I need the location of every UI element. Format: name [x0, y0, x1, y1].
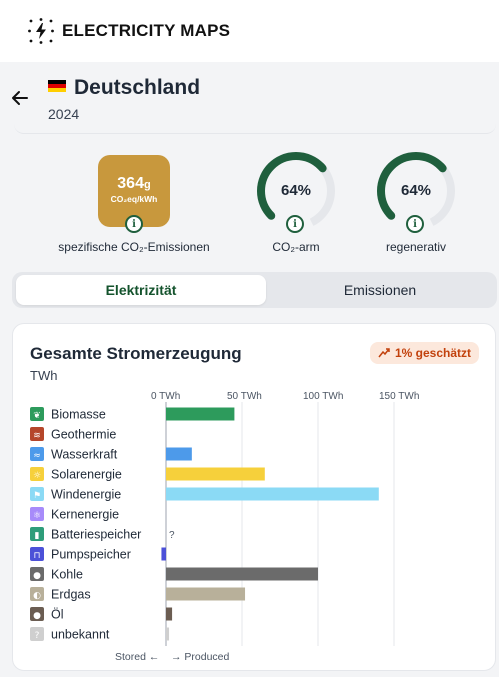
carbon-intensity-unit: CO₂eq/kWh: [110, 194, 158, 204]
tab-emissions[interactable]: Emissionen: [343, 282, 417, 298]
country-name: Deutschland: [74, 76, 201, 99]
top-bar: ELECTRICITY MAPS: [0, 0, 499, 62]
production-chart: 0 TWh 50 TWh 100 TWh 150 TWh ❦ Biomasse ≋ Geoth…: [30, 391, 419, 663]
bar-öl[interactable]: [166, 607, 173, 621]
info-icon[interactable]: i: [406, 215, 424, 233]
question-icon: [30, 627, 44, 641]
source-label: Öl: [51, 608, 64, 622]
source-label: Kernenergie: [51, 508, 119, 522]
gas-icon-glyph: ◐: [33, 591, 41, 601]
source-label: Windenergie: [51, 488, 121, 502]
low-carbon-gauge: [257, 152, 335, 230]
logo-bolt-icon[interactable]: [28, 18, 54, 44]
water-icon-glyph: ≈: [33, 451, 41, 461]
low-carbon-value: 64%: [280, 182, 312, 199]
bar-biomasse[interactable]: [166, 407, 235, 421]
info-icon[interactable]: i: [125, 215, 143, 233]
source-label: Pumpspeicher: [51, 548, 131, 562]
source-label: Kohle: [51, 568, 83, 582]
stored-label: Stored ←: [115, 651, 159, 663]
zone-header: Deutschland 2024: [0, 62, 499, 132]
carbon-intensity-label: spezifische CO₂-Emissionen: [58, 240, 210, 254]
source-label: Geothermie: [51, 428, 116, 442]
bar-wasserkraft[interactable]: [166, 447, 192, 461]
water-icon: [30, 447, 44, 461]
wind-icon-glyph: ⚑: [33, 491, 41, 501]
heat-icon-glyph: ≋: [33, 431, 41, 441]
estimate-badge[interactable]: 1% geschätzt: [370, 342, 480, 364]
estimate-icon: [378, 348, 390, 358]
bar-solarenergie[interactable]: [166, 467, 265, 481]
wind-icon: [30, 487, 44, 501]
year-label: 2024: [48, 106, 80, 122]
info-icon[interactable]: i: [286, 215, 304, 233]
source-label: Batteriespeicher: [51, 528, 141, 542]
renewable-value: 64%: [400, 182, 432, 199]
source-label: unbekannt: [51, 628, 110, 642]
carbon-intensity-value: 364: [117, 175, 144, 192]
germany-flag-icon: [48, 80, 66, 92]
low-carbon-label: CO₂-arm: [272, 240, 320, 254]
renewable-label: regenerativ: [385, 240, 447, 254]
heat-icon: [30, 427, 44, 441]
source-label: Wasserkraft: [51, 448, 118, 462]
x-tick-label: 0 TWh: [151, 391, 180, 402]
carbon-intensity-unit-suffix: g: [143, 179, 151, 191]
leaf-icon-glyph: ❦: [33, 411, 41, 421]
sun-icon-glyph: ☼: [33, 471, 41, 481]
pump-icon: [30, 547, 44, 561]
estimate-text: 1% geschätzt: [395, 346, 472, 360]
source-label: Solarenergie: [51, 468, 122, 482]
produced-label: → Produced: [171, 651, 230, 663]
atom-icon-glyph: ⚛: [33, 511, 41, 521]
x-tick-label: 50 TWh: [227, 391, 262, 402]
sun-icon: [30, 467, 44, 481]
panel-unit: TWh: [30, 368, 58, 383]
bar-kohle[interactable]: [166, 567, 318, 581]
battery-icon: [30, 527, 44, 541]
question-icon-glyph: ?: [35, 631, 40, 641]
battery-icon-glyph: ▮: [35, 531, 40, 541]
tab-electricity[interactable]: Elektrizität: [16, 275, 266, 305]
bar-unbekannt[interactable]: [166, 627, 170, 641]
atom-icon: [30, 507, 44, 521]
coal-icon-glyph: ●: [33, 571, 41, 581]
app-title[interactable]: ELECTRICITY MAPS: [62, 21, 231, 40]
oil-icon-glyph: ●: [33, 611, 41, 621]
bar-pumpspeicher[interactable]: [161, 547, 166, 561]
x-tick-label: 100 TWh: [303, 391, 343, 402]
missing-value-marker: ?: [169, 530, 175, 541]
renewable-gauge: [377, 152, 455, 230]
gas-icon: [30, 587, 44, 601]
tab-bar: Elektrizität Emissionen: [12, 272, 497, 308]
panel-title: Gesamte Stromerzeugung: [30, 344, 242, 363]
back-arrow-icon[interactable]: [10, 88, 30, 108]
bar-windenergie[interactable]: [166, 487, 379, 501]
source-label: Biomasse: [51, 408, 106, 422]
x-tick-label: 150 TWh: [379, 391, 419, 402]
bar-erdgas[interactable]: [166, 587, 246, 601]
production-panel: 0 TWh 50 TWh 100 TWh 150 TWh ❦ Biomasse ≋ Geoth…: [12, 323, 496, 671]
oil-icon: [30, 607, 44, 621]
leaf-icon: [30, 407, 44, 421]
card-divider: [14, 124, 496, 134]
pump-icon-glyph: ⊓: [33, 551, 40, 561]
coal-icon: [30, 567, 44, 581]
source-label: Erdgas: [51, 588, 91, 602]
